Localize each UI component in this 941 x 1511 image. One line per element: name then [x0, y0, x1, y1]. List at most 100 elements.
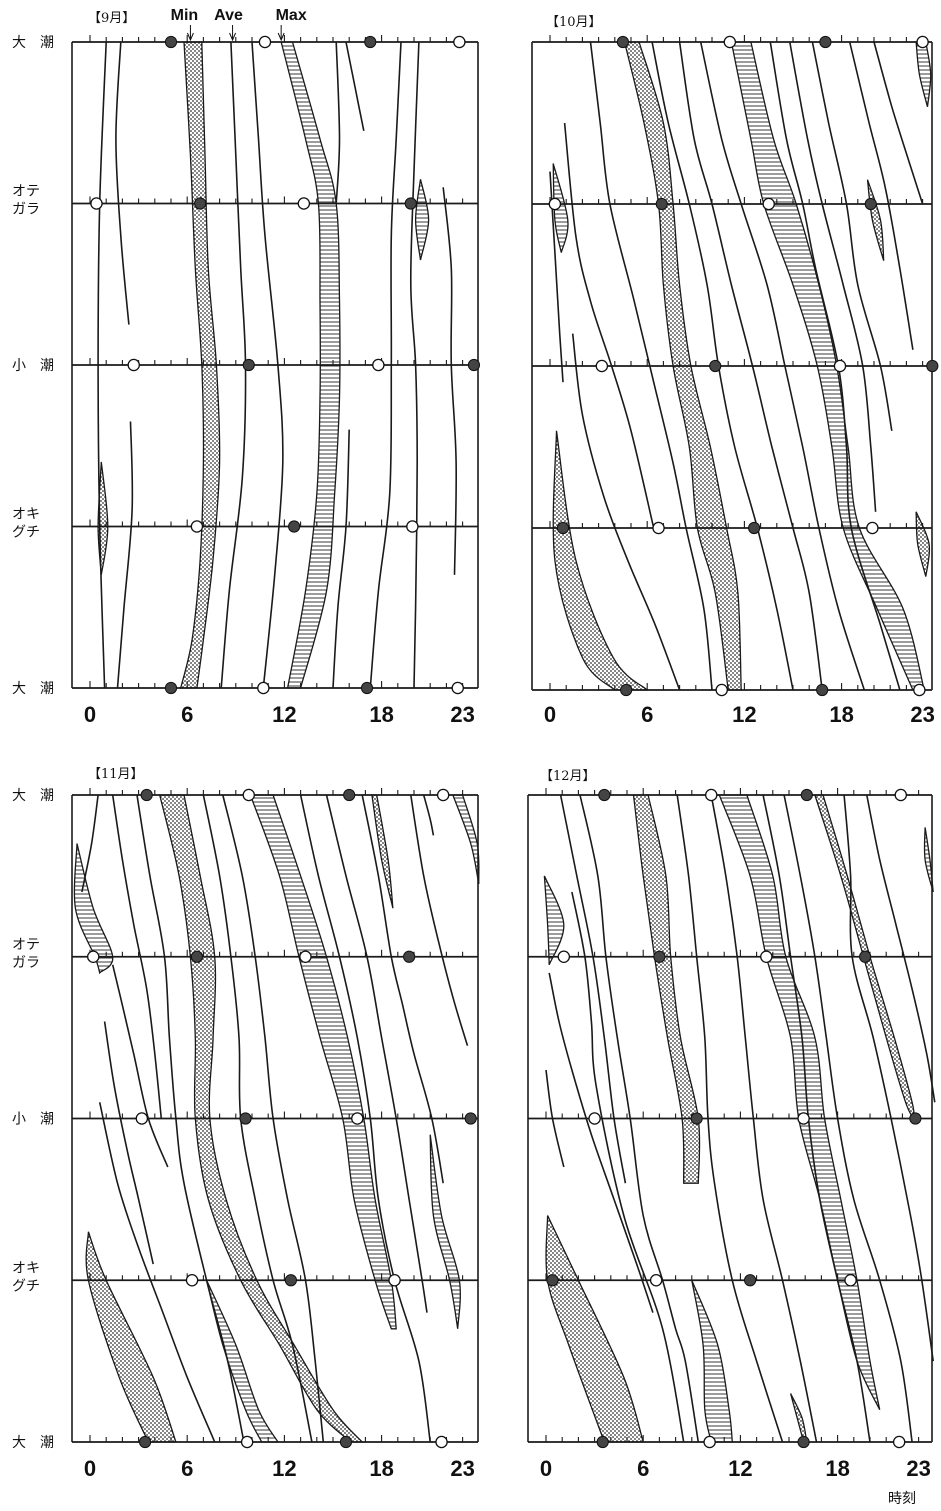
open-marker	[299, 950, 312, 964]
open-marker	[388, 1274, 401, 1287]
filled-marker	[284, 1274, 297, 1287]
filled-marker	[164, 35, 178, 49]
tide-row-label: 大 潮	[12, 1435, 54, 1451]
open-marker	[135, 1112, 149, 1125]
isopleth-curve	[335, 41, 341, 204]
isopleth-curve	[442, 187, 458, 575]
x-tick-label: 0	[84, 702, 96, 727]
isopleth-curve	[422, 794, 435, 836]
x-tick-label: 6	[637, 1456, 649, 1481]
open-marker	[588, 1112, 601, 1125]
isopleth-curve	[325, 794, 428, 1313]
isopleth-curve	[345, 41, 365, 131]
open-marker	[257, 681, 270, 695]
filled-marker	[655, 197, 668, 211]
min-band	[789, 1393, 808, 1443]
filled-marker	[748, 521, 761, 535]
filled-marker	[467, 358, 481, 372]
filled-marker	[926, 359, 939, 373]
tide-row-label: グチ	[12, 525, 40, 541]
x-tick-label: 18	[825, 1456, 849, 1481]
open-marker	[436, 788, 450, 802]
x-tick-label: 0	[544, 702, 556, 727]
tide-row-label: 大 潮	[12, 788, 54, 804]
x-tick-label: 18	[369, 702, 393, 727]
panel-title: 【9月】	[88, 11, 135, 26]
x-tick-label: 23	[910, 702, 934, 727]
filled-marker	[339, 1435, 353, 1449]
x-tick-label: 0	[540, 1456, 552, 1481]
tide-row-label: オキ	[12, 507, 40, 523]
filled-marker	[194, 197, 207, 210]
isopleth-curve	[332, 429, 350, 689]
isopleth-curve	[81, 794, 99, 893]
filled-marker	[364, 35, 377, 49]
isopleth-curve	[843, 794, 934, 1362]
isopleth-curve	[98, 1102, 216, 1443]
tide-row-label: オキ	[12, 1260, 40, 1276]
legend-arrowhead	[277, 32, 285, 42]
filled-marker	[343, 788, 356, 802]
x-tick-label: 6	[641, 702, 653, 727]
x-tick-label: 23	[450, 1456, 474, 1481]
tide-row-label: オテ	[12, 937, 40, 953]
panel-title: 【11月】	[88, 767, 144, 782]
filled-marker	[556, 521, 570, 535]
filled-marker	[653, 950, 666, 963]
open-marker	[833, 359, 847, 373]
legend-arrowhead	[229, 32, 237, 42]
x-tick-label: 6	[181, 702, 193, 727]
panel-1: 【10月】 0 6 12 18 23	[531, 15, 939, 727]
open-marker	[351, 1112, 364, 1125]
max-band	[414, 179, 430, 261]
legend-min: Min	[171, 7, 199, 24]
filled-marker	[690, 1112, 703, 1125]
open-marker	[760, 950, 773, 964]
isopleth-curve	[571, 891, 685, 1443]
filled-marker	[616, 35, 630, 49]
tide-row-label: オテ	[12, 184, 40, 200]
max-band	[429, 1134, 461, 1329]
tide-row-label: グチ	[12, 1278, 40, 1294]
filled-marker	[242, 358, 255, 372]
open-marker	[723, 35, 737, 49]
isopleth-curve	[103, 1021, 154, 1265]
isopleth-curve	[559, 794, 627, 1184]
max-band	[691, 1280, 734, 1443]
panel-title: 【10月】	[546, 15, 602, 30]
isopleth-curve	[361, 794, 444, 1184]
open-marker	[916, 35, 929, 49]
tide-row-label: 大 潮	[12, 35, 54, 51]
tide-row-label: 小 潮	[12, 358, 54, 374]
isopleth-curve	[116, 421, 134, 689]
filled-marker	[404, 197, 417, 210]
min-band	[545, 1215, 645, 1443]
open-marker	[557, 950, 571, 964]
filled-marker	[598, 788, 611, 802]
isopleth-curve	[548, 972, 654, 1313]
open-marker	[185, 1274, 199, 1287]
x-tick-label: 12	[272, 702, 296, 727]
x-tick-label: 12	[272, 1456, 296, 1481]
isopleth-curve	[579, 794, 700, 1443]
filled-marker	[620, 683, 633, 697]
filled-marker	[797, 1435, 810, 1449]
x-axis-title: 時刻	[888, 1491, 916, 1507]
isopleth-curve	[111, 964, 169, 1168]
legend-max: Max	[276, 7, 307, 24]
max-band	[73, 843, 114, 975]
isopleth-curve	[115, 41, 130, 325]
isopleth-curve	[789, 41, 877, 512]
max-band	[451, 794, 480, 885]
filled-marker	[864, 197, 877, 211]
open-marker	[406, 520, 419, 533]
open-marker	[372, 358, 385, 372]
filled-marker	[360, 681, 374, 695]
open-marker	[892, 1435, 906, 1449]
open-marker	[86, 950, 100, 964]
open-marker	[240, 1435, 254, 1449]
open-marker	[704, 788, 718, 802]
max-band	[915, 41, 932, 107]
